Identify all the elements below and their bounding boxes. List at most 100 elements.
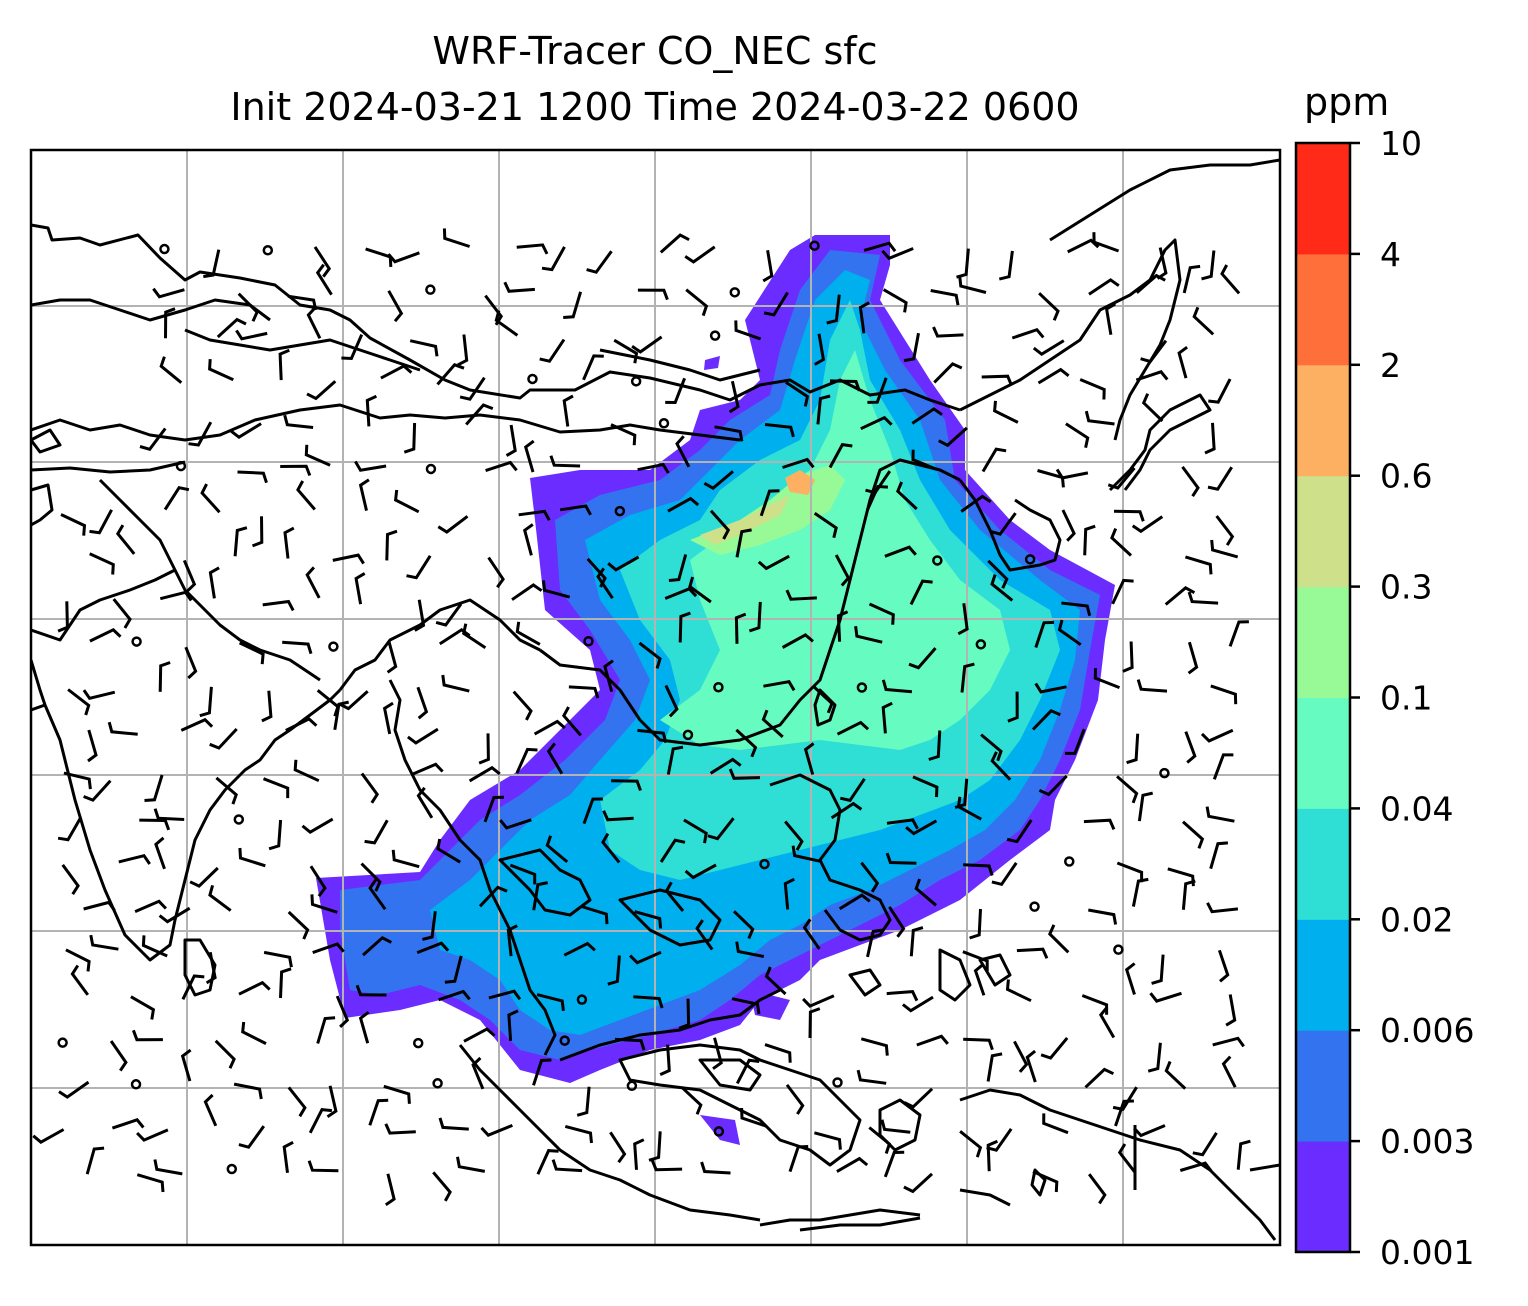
wind-barb-calm [1029,901,1040,912]
wind-barb-calm [682,729,694,741]
wind-barb-calm [175,460,187,472]
wind-barb [358,1011,370,1044]
map-frame [29,148,1282,1247]
coastline-segment [1049,158,1280,242]
coastline-segment [978,953,1012,987]
wind-barb [986,1128,1013,1152]
wind-barb [609,1131,627,1164]
wind-barb [1038,774,1068,797]
wind-barb [1141,393,1164,423]
wind-barb [511,583,543,601]
wind-barb [503,281,536,293]
wind-barb [881,679,913,694]
wind-barb [728,380,740,414]
wind-barb [539,338,566,363]
wind-barb [180,717,214,732]
wind-barb [858,301,870,334]
wind-barb [478,885,508,908]
wind-barb [783,877,795,910]
wind-barb [432,1171,452,1202]
wind-barb [1187,591,1219,605]
wind-barb [814,1131,842,1150]
wind-barb [456,1156,486,1173]
wind-barb [990,512,1017,536]
wind-barb [1092,232,1120,253]
wind-barb [136,1173,165,1193]
wind-barb [326,1085,338,1118]
wind-barb [1048,924,1070,954]
wind-barb [562,394,574,427]
wind-barb-calm [713,681,724,693]
wind-barb-calm [626,1080,638,1092]
wind-barb [306,306,322,339]
coastline-segment [938,948,972,1002]
wind-barb [1124,962,1136,995]
wind-barb [89,509,113,535]
wind-barb [263,950,293,968]
wind-barb [313,246,332,278]
wind-barb [515,747,538,774]
wind-barb [355,984,387,997]
wind-barb [532,881,548,911]
wind-barb [986,1139,998,1172]
wind-barb [238,1125,266,1149]
wind-barb-calm [809,240,820,251]
wind-barb [1110,528,1133,557]
wind-barb [960,662,975,693]
wind-barb [358,478,370,511]
wind-barb [515,621,541,646]
wind-barb-calm [1113,944,1124,955]
wind-barb [836,1156,869,1173]
wind-barb [1031,709,1061,731]
wind-barb [459,376,486,401]
wind-barb-calm [729,287,741,298]
wind-barb [214,1039,236,1069]
wind-barb [468,765,501,783]
wind-barb [1228,620,1249,647]
wind-barb [406,554,432,580]
wind-barb [1055,468,1089,480]
wind-barb [586,250,613,274]
wind-barb [285,717,318,732]
wind-barb [911,407,943,425]
tracer-speck [704,356,720,370]
wind-barb [441,674,470,693]
wind-barb [568,685,600,699]
wind-barb [184,646,198,680]
wind-barb [688,576,712,604]
wind-barb [1116,861,1144,883]
wind-barb [973,963,986,996]
coastline-segment [98,478,321,682]
wind-barb [685,288,709,317]
wind-barb [335,995,350,1028]
wind-barb [338,690,369,711]
wind-barb [407,727,439,745]
wind-barb [1220,264,1241,295]
wind-barb [438,1117,469,1131]
wind-barb [189,866,219,888]
wind-barb [1114,1099,1134,1127]
wind-barb [732,910,755,940]
wind-barb [542,580,571,599]
wind-barb [680,1086,703,1115]
wind-barb [494,310,519,337]
wind-barb [1181,466,1200,498]
wind-barb [838,893,871,911]
wind-barb [1164,1060,1187,1090]
wind-barb [282,640,313,655]
wind-barb [512,690,533,721]
wind-barb [759,489,780,517]
wind-barb [808,1007,821,1039]
wind-barb [695,919,714,951]
colorbar-tick-label: 0.02 [1380,900,1453,939]
colorbar-band [1296,143,1350,255]
wind-barb [614,1037,646,1051]
coastline-segment [31,428,62,454]
wind-barb [582,354,604,381]
coastline-segment [599,348,761,382]
wind-barb [633,995,664,1009]
wind-barb [731,997,761,1015]
wind-barb [896,481,918,511]
wind-barb [1088,278,1120,296]
coastline-segment [618,1043,862,1167]
